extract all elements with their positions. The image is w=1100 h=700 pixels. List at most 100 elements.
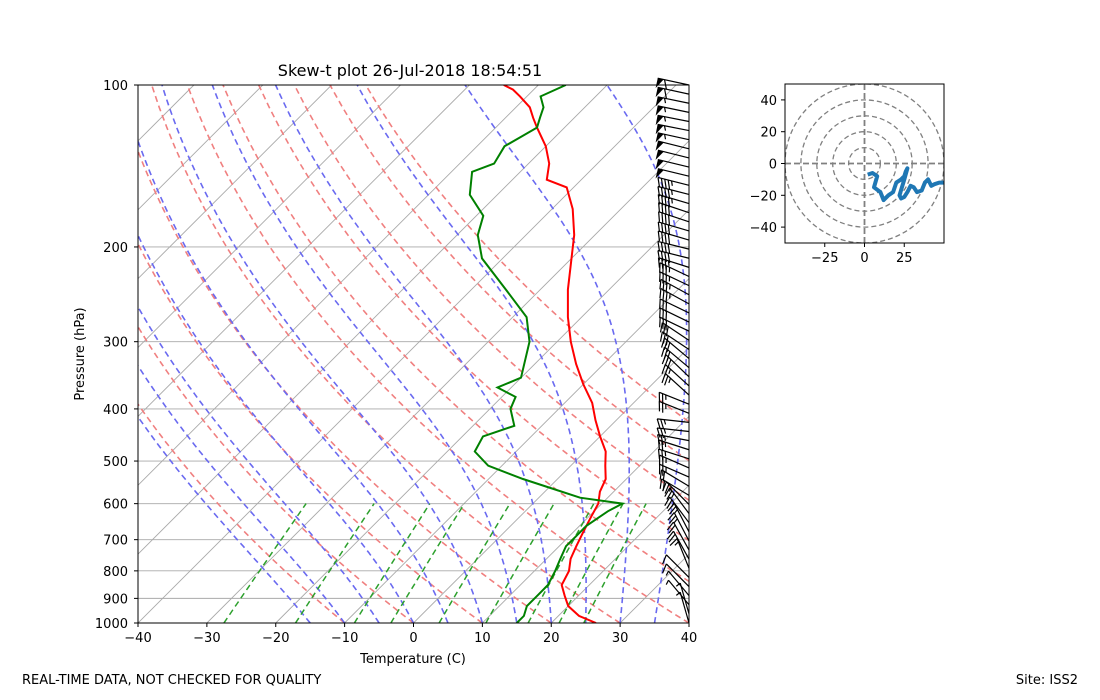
isotherm-line	[413, 346, 689, 623]
barb-staff	[659, 391, 690, 405]
hodo-y-tick-label: 40	[760, 94, 777, 109]
barb-half	[665, 570, 670, 576]
wind-barb	[657, 176, 690, 190]
barb-full	[664, 196, 667, 207]
barb-flag	[655, 87, 664, 98]
barb-full	[664, 223, 667, 234]
barb-staff	[664, 363, 690, 387]
wind-barb	[656, 434, 690, 446]
barb-staff	[658, 257, 690, 268]
barb-flag	[655, 124, 664, 135]
barb-full	[659, 298, 661, 310]
barb-full	[666, 342, 671, 353]
barb-staff	[664, 373, 690, 396]
isotherm-line	[138, 85, 332, 280]
barb-full	[669, 538, 678, 547]
barb-full	[661, 450, 664, 461]
barb-staff	[658, 439, 690, 451]
barb-staff	[665, 554, 690, 578]
barb-staff	[657, 240, 690, 250]
barb-full	[664, 242, 667, 254]
barb-full	[662, 563, 667, 574]
barb-staff	[658, 221, 690, 232]
barb-full	[663, 88, 668, 99]
barb-full	[665, 302, 668, 313]
hodograph-ring	[800, 99, 929, 228]
barb-staff	[657, 418, 690, 423]
barb-full	[656, 434, 661, 445]
barb-flag	[655, 132, 664, 143]
barb-full	[662, 471, 666, 482]
barb-staff	[657, 86, 690, 95]
barb-full	[659, 322, 663, 333]
moist-adiabat	[274, 85, 553, 623]
barb-full	[667, 233, 671, 244]
skewt-profiles	[468, 85, 626, 623]
barb-flag	[655, 78, 664, 88]
barb-staff	[673, 503, 690, 533]
barb-full	[668, 506, 677, 515]
isotherm-line	[688, 622, 689, 623]
wind-barb	[655, 140, 690, 151]
barb-full	[664, 375, 669, 386]
temperature-profile	[503, 85, 607, 623]
barb-staff	[665, 354, 690, 378]
dry-adiabat	[186, 85, 689, 623]
barb-staff	[658, 193, 690, 205]
wind-barb	[655, 123, 690, 135]
barb-full	[660, 242, 664, 253]
barb-full	[664, 259, 667, 270]
hodo-y-tick-label: 20	[760, 126, 777, 141]
x-tick-label: −30	[193, 631, 220, 646]
isotherm-line	[344, 277, 689, 623]
barb-full	[668, 205, 670, 216]
barb-full	[661, 222, 664, 233]
barb-full	[662, 290, 665, 301]
barb-full	[664, 484, 670, 494]
barb-half	[663, 419, 667, 425]
wind-barb	[657, 221, 690, 235]
barb-flag	[655, 168, 664, 179]
wind-barb	[664, 487, 690, 514]
mixing-ratio-line	[353, 503, 431, 623]
barb-full	[667, 224, 671, 235]
barb-flag	[655, 96, 664, 107]
barb-full	[667, 243, 671, 254]
barb-staff	[665, 563, 690, 587]
dry-adiabat	[138, 402, 346, 623]
wind-barb	[655, 149, 690, 160]
wind-barb	[659, 287, 690, 305]
barb-staff	[669, 496, 690, 524]
barb-full	[659, 308, 661, 319]
barb-staff	[658, 201, 690, 214]
barb-full	[657, 221, 661, 232]
barb-full	[665, 311, 668, 322]
barb-staff	[659, 454, 690, 469]
moist-adiabat	[356, 85, 587, 623]
hodo-x-tick-label: −25	[811, 251, 838, 266]
barb-full	[657, 449, 661, 460]
barb-full	[661, 203, 664, 214]
x-tick-label: −40	[124, 631, 151, 646]
barb-staff	[659, 271, 690, 287]
y-tick-label: 300	[103, 336, 128, 351]
barb-staff	[660, 287, 690, 305]
dry-adiabat	[222, 85, 689, 583]
wind-barb	[657, 249, 690, 264]
barb-full	[661, 231, 664, 243]
wind-barb	[659, 262, 690, 278]
wind-barb	[657, 240, 690, 254]
barb-full	[657, 230, 661, 242]
barb-full	[664, 252, 667, 263]
y-tick-label: 1000	[95, 617, 128, 632]
barb-full	[657, 177, 661, 188]
barb-full	[662, 480, 666, 491]
wind-barb	[659, 298, 690, 314]
barb-half	[663, 116, 667, 122]
y-tick-label: 500	[103, 455, 128, 470]
isotherm-line	[619, 553, 689, 623]
site-label: Site: ISS2	[1015, 673, 1078, 688]
wind-barb	[659, 307, 690, 323]
wind-barb	[659, 469, 690, 487]
isotherm-line	[275, 209, 689, 623]
